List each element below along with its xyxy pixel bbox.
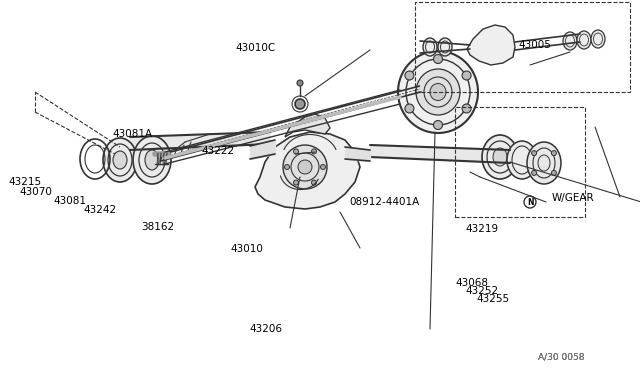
Ellipse shape xyxy=(527,142,561,184)
Text: 43252: 43252 xyxy=(466,286,499,296)
Circle shape xyxy=(462,71,471,80)
Text: 43219: 43219 xyxy=(466,224,499,234)
Circle shape xyxy=(433,55,442,64)
Ellipse shape xyxy=(438,38,452,56)
Ellipse shape xyxy=(398,51,478,133)
Circle shape xyxy=(297,80,303,86)
Text: 43010C: 43010C xyxy=(236,44,276,53)
Text: 43070: 43070 xyxy=(19,187,52,196)
Text: 38162: 38162 xyxy=(141,222,174,232)
Text: 43242: 43242 xyxy=(83,205,116,215)
Ellipse shape xyxy=(103,138,137,182)
Ellipse shape xyxy=(563,32,577,50)
Circle shape xyxy=(433,121,442,129)
Text: 43010: 43010 xyxy=(230,244,263,254)
Circle shape xyxy=(312,149,317,154)
Text: 43081A: 43081A xyxy=(112,129,152,139)
Circle shape xyxy=(298,160,312,174)
Text: N: N xyxy=(527,198,533,206)
Circle shape xyxy=(405,71,414,80)
Text: 43222: 43222 xyxy=(202,146,235,155)
Circle shape xyxy=(294,149,298,154)
Ellipse shape xyxy=(507,141,537,179)
Ellipse shape xyxy=(577,31,591,49)
Circle shape xyxy=(552,170,556,176)
Circle shape xyxy=(532,151,536,155)
Circle shape xyxy=(283,145,327,189)
Text: 43206: 43206 xyxy=(250,324,283,334)
Ellipse shape xyxy=(133,136,171,184)
Ellipse shape xyxy=(482,135,518,179)
Circle shape xyxy=(552,151,556,155)
Text: A/30 0058: A/30 0058 xyxy=(538,353,584,362)
Text: A/30 0058: A/30 0058 xyxy=(538,353,584,362)
Text: 43068: 43068 xyxy=(456,278,489,288)
Ellipse shape xyxy=(145,150,159,170)
Text: 43081: 43081 xyxy=(53,196,86,206)
Circle shape xyxy=(294,180,298,185)
Text: 43215: 43215 xyxy=(8,177,42,187)
Circle shape xyxy=(295,99,305,109)
Ellipse shape xyxy=(493,148,507,166)
Text: 43255: 43255 xyxy=(476,294,509,304)
Ellipse shape xyxy=(591,30,605,48)
Circle shape xyxy=(321,164,326,170)
Polygon shape xyxy=(467,25,515,65)
Bar xyxy=(455,107,585,217)
Bar xyxy=(415,2,630,92)
Circle shape xyxy=(462,104,471,113)
Ellipse shape xyxy=(113,151,127,169)
Ellipse shape xyxy=(416,69,460,115)
Circle shape xyxy=(405,104,414,113)
Circle shape xyxy=(532,170,536,176)
Ellipse shape xyxy=(423,38,437,56)
Circle shape xyxy=(312,180,317,185)
Text: 08912-4401A: 08912-4401A xyxy=(349,197,420,206)
Text: 43005: 43005 xyxy=(518,40,551,49)
Polygon shape xyxy=(285,114,330,137)
Circle shape xyxy=(285,164,289,170)
Text: W/GEAR: W/GEAR xyxy=(552,193,595,203)
Polygon shape xyxy=(255,132,360,209)
Ellipse shape xyxy=(430,83,446,100)
